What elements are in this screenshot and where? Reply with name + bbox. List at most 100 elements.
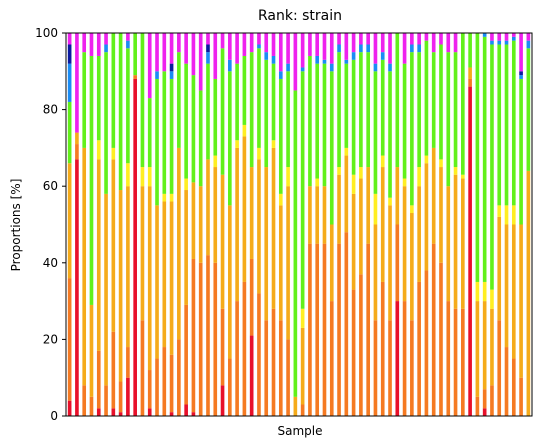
bar-segment-sample-51-layer-8 [431,33,436,53]
bar-segment-sample-35-layer-6 [315,55,320,64]
bar-segment-sample-23-layer-3 [228,205,232,359]
bar-segment-sample-27-layer-3 [257,159,261,294]
bar-segment-sample-60-layer-2 [497,320,502,416]
bar-segment-sample-47-layer-3 [402,186,407,302]
bar-segment-sample-14-layer-3 [162,201,167,348]
bar-segment-sample-28-layer-8 [264,33,269,53]
bar-segment-sample-44-layer-3 [380,167,385,282]
bar-segment-sample-34-layer-2 [308,243,312,416]
bar-segment-sample-64-layer-5 [526,48,531,171]
bar-segment-sample-5-layer-1 [96,408,101,416]
bar-segment-sample-58-layer-2 [482,389,487,409]
bar-segment-sample-3-layer-8 [82,33,87,53]
bar-segment-sample-36-layer-6 [322,59,327,64]
bar-segment-sample-20-layer-5 [206,63,210,160]
bar-segment-sample-16-layer-5 [177,52,181,148]
bar-segment-sample-54-layer-3 [453,174,458,309]
bar-segment-sample-18-layer-1 [191,412,196,416]
bar-segment-sample-1-layer-6 [67,63,72,102]
bar-segment-sample-5-layer-5 [96,55,101,141]
bar-segment-sample-19-layer-2 [198,262,203,416]
bar-segment-sample-35-layer-3 [315,186,320,244]
bar-segment-sample-31-layer-2 [286,339,290,416]
bar-segment-sample-61-layer-8 [504,33,509,41]
bar-segment-sample-5-layer-4 [96,140,101,160]
bar-segment-sample-9-layer-6 [126,40,130,49]
bar-segment-sample-48-layer-2 [410,320,414,416]
bar-segment-sample-25-layer-5 [242,55,247,125]
bar-segment-sample-10-layer-2 [133,75,137,79]
bar-segment-sample-59-layer-5 [490,44,494,290]
bar-segment-sample-15-layer-4 [169,193,174,202]
bar-segment-sample-58-layer-4 [482,281,487,302]
bar-segment-sample-23-layer-5 [228,71,232,206]
bar-segment-sample-49-layer-3 [417,186,421,282]
bar-segment-sample-54-layer-2 [453,308,458,416]
bar-segment-sample-1-layer-7 [67,44,72,64]
bar-segment-sample-37-layer-2 [329,301,334,416]
bar-segment-sample-25-layer-4 [242,124,247,137]
bar-segment-sample-42-layer-3 [366,167,370,244]
bar-segment-sample-4-layer-2 [89,396,94,416]
bar-segment-sample-8-layer-2 [118,381,123,413]
bar-segment-sample-58-layer-1 [482,408,487,416]
bar-segment-sample-7-layer-5 [111,33,116,148]
bar-segment-sample-12-layer-4 [147,167,152,187]
bar-segment-sample-11-layer-5 [140,33,145,168]
bar-segment-sample-9-layer-1 [126,377,130,416]
bar-segment-sample-32-layer-8 [293,33,298,91]
bar-segment-sample-31-layer-3 [286,186,290,340]
bar-segment-sample-43-layer-5 [373,71,378,194]
bar-segment-sample-37-layer-3 [329,224,334,302]
bar-segment-sample-21-layer-8 [213,33,218,79]
bar-segment-sample-3-layer-5 [82,52,87,148]
y-tick-label-20: 20 [43,332,58,346]
bar-segment-sample-15-layer-3 [169,201,174,355]
bar-segment-sample-11-layer-2 [140,320,145,416]
bar-segment-sample-62-layer-6 [511,36,516,41]
y-tick-label-60: 60 [43,179,58,193]
bar-segment-sample-53-layer-2 [446,301,451,416]
bar-segment-sample-38-layer-2 [337,243,341,416]
bar-segment-sample-18-layer-2 [191,258,196,413]
bar-segment-sample-18-layer-3 [191,182,196,259]
bar-segment-sample-20-layer-2 [206,255,210,416]
bar-segment-sample-53-layer-3 [446,186,451,302]
bar-segment-sample-38-layer-4 [337,167,341,175]
bar-segment-sample-47-layer-5 [402,63,407,179]
bar-segment-sample-24-layer-5 [235,63,239,141]
bar-segment-sample-61-layer-4 [504,205,509,225]
bar-segment-sample-45-layer-2 [388,320,392,416]
bar-segment-sample-9-layer-5 [126,48,130,164]
bar-segment-sample-61-layer-6 [504,40,509,45]
bar-segment-sample-52-layer-2 [439,262,443,416]
bar-segment-sample-26-layer-5 [249,52,254,168]
bar-segment-sample-62-layer-2 [511,358,516,416]
bar-segment-sample-43-layer-4 [373,193,378,225]
bar-segment-sample-50-layer-4 [424,155,429,164]
bar-segment-sample-49-layer-2 [417,281,421,416]
bar-segment-sample-21-layer-2 [213,262,218,416]
bar-segment-sample-33-layer-3 [300,327,305,405]
bar-segment-sample-45-layer-6 [388,63,392,72]
bar-segment-sample-63-layer-2 [519,377,523,416]
bar-segment-sample-13-layer-6 [155,71,159,79]
x-axis-label: Sample [278,424,323,438]
bar-segment-sample-39-layer-5 [344,63,349,148]
bar-segment-sample-52-layer-5 [439,44,443,160]
bar-segment-sample-27-layer-8 [257,33,261,45]
bar-segment-sample-46-layer-1 [395,301,400,416]
y-tick-label-80: 80 [43,103,58,117]
bar-segment-sample-44-layer-4 [380,155,385,168]
bar-segment-sample-39-layer-2 [344,232,349,416]
bar-segment-sample-17-layer-8 [184,33,188,64]
bar-segment-sample-25-layer-2 [242,281,247,416]
bar-segment-sample-35-layer-4 [315,178,320,187]
bar-segment-sample-22-layer-2 [220,308,225,386]
bar-segment-sample-30-layer-2 [278,320,283,416]
bar-segment-sample-27-layer-4 [257,147,261,160]
bar-segment-sample-40-layer-2 [351,289,356,416]
bar-segment-sample-3-layer-2 [82,385,87,416]
bar-segment-sample-64-layer-3 [526,170,531,416]
bar-segment-sample-33-layer-8 [300,33,305,68]
